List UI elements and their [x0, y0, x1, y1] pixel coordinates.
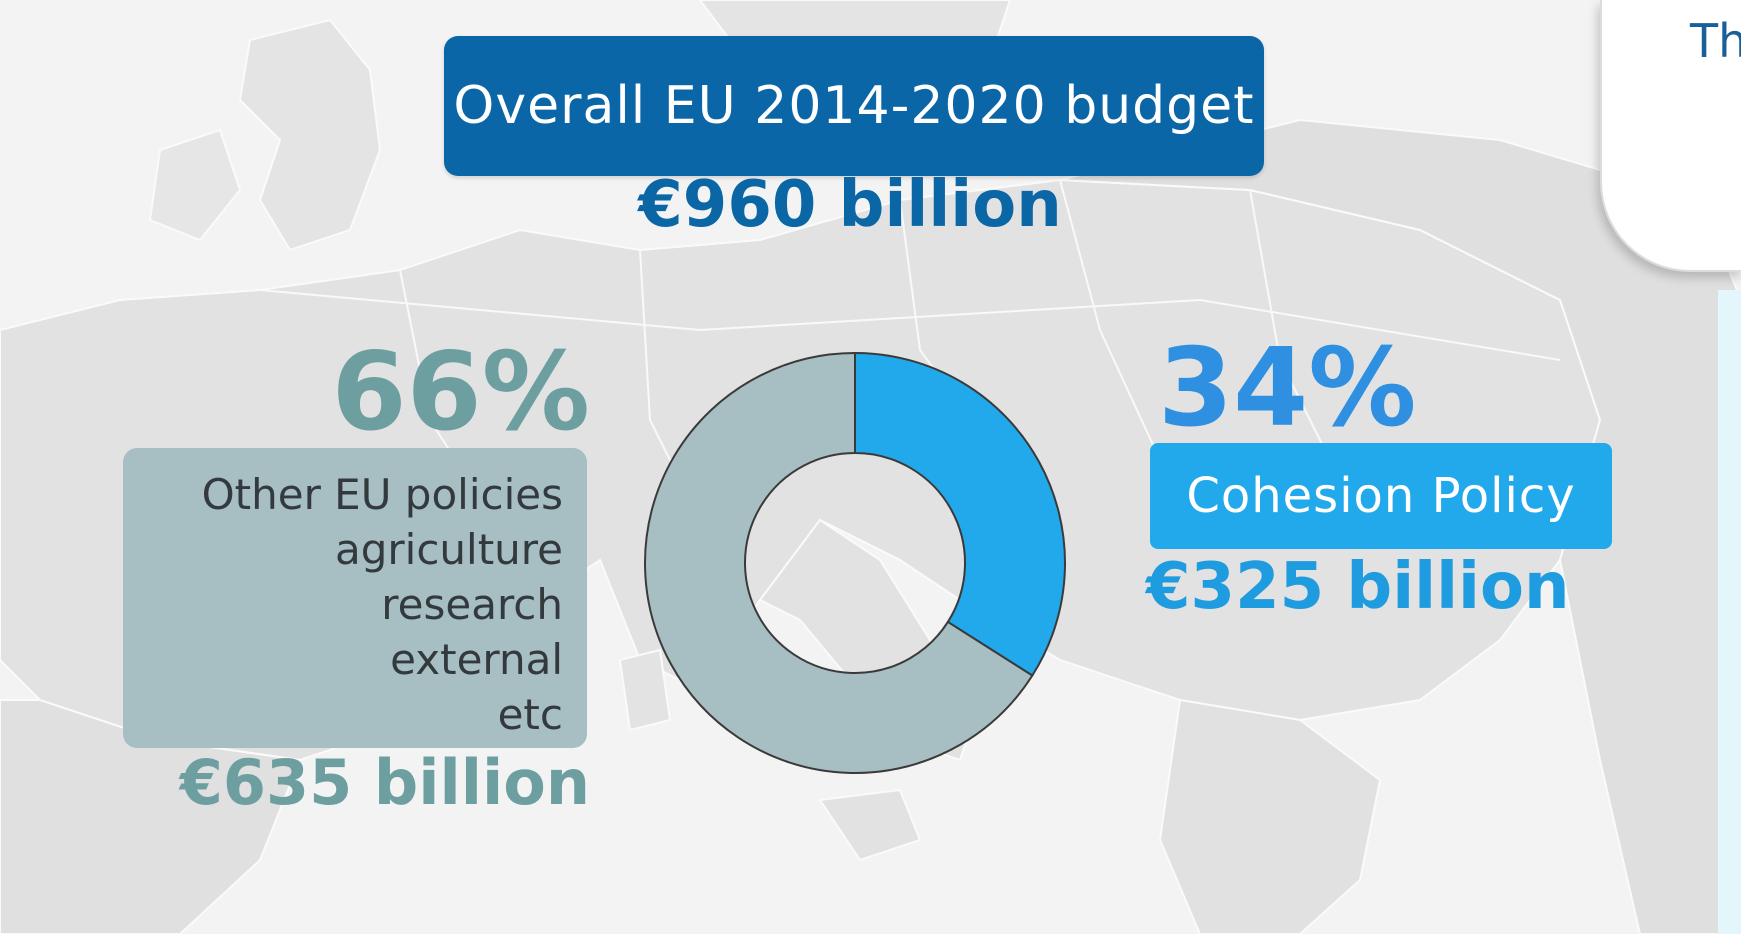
- etc-line: etc: [497, 690, 563, 739]
- total-amount: €960 billion: [638, 168, 1062, 242]
- other-policies-slice: [644, 351, 1034, 774]
- cohesion-policy-amount: €325 billion: [1146, 550, 1570, 624]
- agriculture-line: agriculture: [335, 525, 563, 574]
- other-policies-line: Other EU policies: [201, 470, 563, 519]
- cohesion-policy-slice: [854, 351, 1066, 677]
- budget-donut-chart: [644, 351, 1066, 774]
- research-line: research: [381, 580, 563, 629]
- other-policies-percent: 66%: [331, 330, 590, 455]
- side-strip: [1718, 290, 1741, 934]
- other-policies-amount: €635 billion: [179, 746, 590, 819]
- side-panel-text: Th: [1690, 14, 1741, 68]
- external-line: external: [390, 635, 563, 684]
- cohesion-policy-percent: 34%: [1158, 326, 1417, 451]
- other-policies-box: Other EU policies agriculture research e…: [123, 448, 587, 748]
- chart-title: Overall EU 2014-2020 budget: [444, 36, 1264, 176]
- cohesion-policy-box: Cohesion Policy: [1150, 443, 1612, 549]
- side-panel: Th: [1600, 0, 1741, 272]
